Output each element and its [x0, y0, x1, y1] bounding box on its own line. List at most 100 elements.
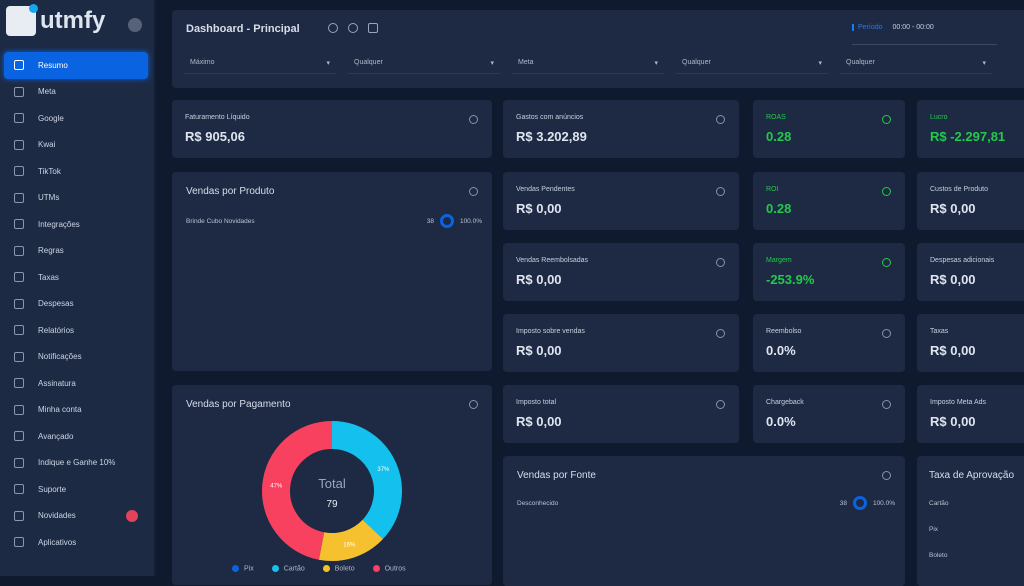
- info-icon[interactable]: [716, 329, 725, 338]
- sidebar-item-meta[interactable]: Meta: [4, 79, 148, 106]
- chevron-down-icon: ▾: [982, 59, 986, 67]
- filter-select[interactable]: Qualquer ▾: [676, 52, 828, 74]
- metric-value: R$ 3.202,89: [516, 129, 587, 144]
- metric-title: ROI: [766, 186, 779, 193]
- list-item: Desconhecido 38 100.0%: [517, 496, 895, 510]
- approval-row: Cartão: [929, 500, 949, 507]
- legend-label: Boleto: [334, 565, 355, 573]
- legend-item[interactable]: Outros: [372, 565, 406, 572]
- sidebar-item-minha-conta[interactable]: Minha conta: [4, 397, 148, 424]
- metric-value: R$ 0,00: [930, 414, 976, 429]
- sidebar-item-indique-e-ganhe-10-[interactable]: Indique e Ganhe 10%: [4, 450, 148, 477]
- info-icon[interactable]: [716, 400, 725, 409]
- sidebar-item-label: TikTok: [38, 166, 61, 176]
- info-icon[interactable]: [882, 471, 891, 480]
- progress-ring-icon: [439, 214, 454, 228]
- filter-select[interactable]: Qualquer ▾: [348, 52, 500, 74]
- metric-title: Custos de Produto: [930, 186, 988, 193]
- info-icon[interactable]: [882, 115, 891, 124]
- source-name: Desconhecido: [517, 499, 559, 507]
- sidebar-item-despesas[interactable]: Despesas: [4, 291, 148, 318]
- metric-card: Vendas Pendentes R$ 0,00: [503, 172, 739, 230]
- product-name: Brinde Cubo Novidades: [186, 217, 255, 225]
- approval-row: Pix: [929, 526, 939, 533]
- metric-card: Despesas adicionais R$ 0,00: [917, 243, 1024, 301]
- send-icon: [14, 457, 24, 468]
- filter-select[interactable]: Máximo ▾: [184, 52, 336, 74]
- filter-value: Qualquer: [846, 59, 875, 66]
- center-label: Total: [318, 476, 346, 491]
- page-title: Dashboard - Principal: [186, 23, 300, 35]
- info-icon[interactable]: [469, 115, 478, 124]
- metric-title: ROAS: [766, 114, 786, 121]
- gear-icon: [14, 431, 24, 442]
- metric-title: Taxas: [930, 328, 949, 335]
- sidebar-item-utms[interactable]: UTMs: [4, 185, 148, 212]
- brand-name: utmfy: [40, 7, 106, 34]
- sidebar-item-tiktok[interactable]: TikTok: [4, 158, 148, 185]
- info-icon[interactable]: [716, 258, 725, 267]
- metric-card: Taxas R$ 0,00: [917, 314, 1024, 372]
- metric-value: R$ 905,06: [185, 129, 245, 144]
- info-icon[interactable]: [469, 187, 478, 196]
- legend-item[interactable]: Boleto: [322, 565, 355, 573]
- info-icon[interactable]: [716, 115, 725, 124]
- app-icon: [14, 537, 24, 548]
- info-icon[interactable]: [882, 329, 891, 338]
- sidebar-item-label: Indique e Ganhe 10%: [38, 458, 116, 468]
- center-value: 79: [326, 499, 338, 510]
- metric-card: Vendas Reembolsadas R$ 0,00: [503, 243, 739, 301]
- edit-icon[interactable]: [368, 23, 378, 33]
- time-range[interactable]: 00:00 - 00:00: [892, 24, 934, 31]
- sidebar-item-aplicativos[interactable]: Aplicativos: [4, 529, 148, 556]
- sidebar-item-resumo[interactable]: Resumo: [4, 52, 148, 79]
- filter-select[interactable]: Meta ▾: [512, 52, 664, 74]
- payment-donut-chart: 37% 16% 47% Total 79: [262, 421, 402, 561]
- info-icon[interactable]: [469, 400, 478, 409]
- notification-badge: [126, 509, 138, 522]
- sidebar-item-regras[interactable]: Regras: [4, 238, 148, 265]
- metric-card: Imposto Meta Ads R$ 0,00: [917, 385, 1024, 443]
- metric-card: Faturamento Líquido R$ 905,06: [172, 100, 492, 158]
- sidebar-item-novidades[interactable]: Novidades: [4, 503, 148, 530]
- chevron-down-icon: ▾: [326, 59, 330, 67]
- info-icon[interactable]: [882, 258, 891, 267]
- period-button[interactable]: Período: [852, 24, 883, 31]
- donut-slice-cartão[interactable]: [331, 421, 402, 539]
- legend-item[interactable]: Pix: [232, 565, 254, 572]
- settings-icon[interactable]: [348, 23, 358, 33]
- filter-value: Qualquer: [682, 59, 711, 66]
- donut-slice-outros[interactable]: [262, 421, 333, 560]
- metric-value: R$ 0,00: [930, 272, 976, 287]
- legend-dot-icon: [271, 565, 279, 572]
- sidebar-item-assinatura[interactable]: Assinatura: [4, 370, 148, 397]
- sidebar-item-kwai[interactable]: Kwai: [4, 132, 148, 159]
- sidebar-item-taxas[interactable]: Taxas: [4, 264, 148, 291]
- metric-value: 0.0%: [766, 414, 796, 429]
- metric-value: 0.28: [766, 129, 792, 144]
- collapse-sidebar-icon[interactable]: [128, 18, 142, 32]
- sidebar-item-label: Minha conta: [38, 405, 82, 415]
- sidebar-item-avan-ado[interactable]: Avançado: [4, 423, 148, 450]
- logo[interactable]: utmfy: [6, 4, 106, 36]
- dashboard-header: Dashboard - Principal Período 00:00 - 00:…: [172, 10, 1024, 88]
- sidebar-item-label: Notificações: [38, 352, 82, 362]
- eye-icon[interactable]: [328, 23, 338, 33]
- info-icon[interactable]: [716, 187, 725, 196]
- metric-value: 0.0%: [766, 343, 796, 358]
- legend-item[interactable]: Cartão: [271, 565, 305, 572]
- filter-select[interactable]: Qualquer ▾: [840, 52, 992, 74]
- sidebar-item-google[interactable]: Google: [4, 105, 148, 132]
- info-icon[interactable]: [882, 187, 891, 196]
- sidebar-item-integra-es[interactable]: Integrações: [4, 211, 148, 238]
- sidebar-item-suporte[interactable]: Suporte: [4, 476, 148, 503]
- sidebar-item-notifica-es[interactable]: Notificações: [4, 344, 148, 371]
- metric-title: Margem: [766, 257, 792, 264]
- divider: [852, 44, 997, 45]
- info-icon[interactable]: [882, 400, 891, 409]
- metric-value: -253.9%: [766, 272, 815, 287]
- count: 38: [839, 499, 847, 507]
- sidebar-item-relat-rios[interactable]: Relatórios: [4, 317, 148, 344]
- metric-value: 0.28: [766, 201, 792, 216]
- donut-slice-boleto[interactable]: [318, 519, 384, 561]
